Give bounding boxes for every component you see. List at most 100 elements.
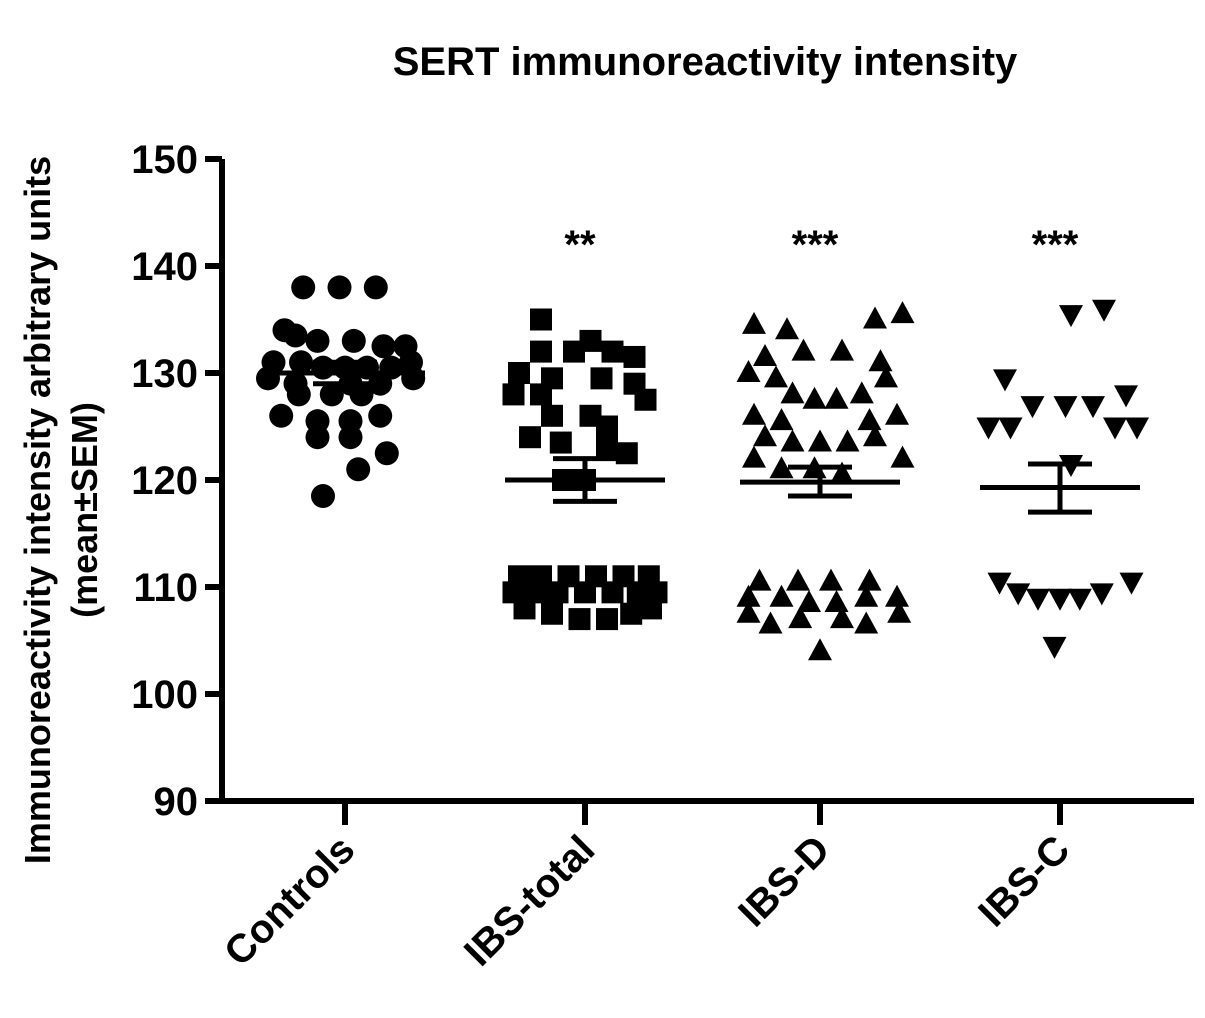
data-point (835, 429, 860, 452)
data-point (549, 431, 572, 454)
data-point (753, 424, 777, 447)
data-point (620, 602, 643, 625)
data-point (508, 362, 530, 384)
significance-label: *** (1032, 223, 1079, 267)
y-tick-label: 140 (131, 245, 198, 289)
data-point (601, 581, 624, 604)
data-point (502, 383, 525, 406)
data-point (830, 461, 854, 484)
y-axis-label-line1: Immunoreactivity intensity arbitrary uni… (17, 156, 58, 864)
data-point (579, 329, 602, 352)
data-point (890, 445, 915, 468)
data-point (1053, 396, 1078, 419)
data-point (885, 584, 909, 607)
data-point (775, 317, 799, 340)
data-point (1081, 396, 1105, 419)
data-point (742, 445, 766, 468)
data-point (769, 456, 794, 479)
data-point (976, 417, 1001, 440)
data-point (311, 355, 335, 380)
data-point (819, 568, 843, 591)
data-point (374, 441, 399, 466)
data-point (401, 366, 426, 391)
data-point (802, 386, 827, 409)
data-point (797, 590, 821, 613)
data-point (753, 343, 777, 366)
data-point (596, 415, 618, 438)
data-point (541, 602, 563, 625)
x-axis: Controls IBS-total IBS-D IBS-C (216, 801, 1078, 975)
data-point (519, 426, 541, 449)
data-point (998, 417, 1023, 440)
data-point (286, 382, 311, 407)
data-point (736, 584, 761, 607)
data-point (780, 381, 805, 404)
data-point (311, 484, 335, 509)
data-point (769, 408, 794, 431)
data-point (574, 581, 596, 604)
data-point (758, 611, 783, 634)
data-point (305, 425, 330, 450)
x-tick-label: Controls (216, 827, 363, 974)
data-point (1103, 417, 1127, 440)
data-point (601, 340, 624, 363)
data-point (363, 275, 388, 300)
data-point (993, 369, 1017, 392)
data-point (849, 381, 874, 404)
data-point (885, 402, 909, 425)
data-point (1067, 588, 1092, 611)
x-tick-label: IBS-total (456, 827, 603, 974)
data-point (857, 568, 882, 591)
y-tick-label: 110 (133, 566, 198, 610)
data-point (371, 334, 396, 359)
data-point (769, 584, 794, 607)
data-point (854, 584, 879, 607)
data-point (640, 597, 662, 620)
y-tick-label: 90 (154, 780, 199, 824)
data-point (830, 606, 854, 629)
data-point (1048, 588, 1072, 611)
y-tick-label: 150 (131, 138, 198, 182)
data-point (283, 323, 308, 348)
data-point (874, 365, 898, 388)
data-point (634, 388, 657, 411)
data-point (541, 404, 563, 427)
data-point (1042, 636, 1067, 659)
data-point (327, 275, 352, 300)
significance-label: ** (564, 223, 596, 267)
data-point (341, 328, 366, 353)
x-tick-label: IBS-C (970, 827, 1078, 935)
data-point (596, 436, 618, 459)
data-point (830, 338, 854, 361)
y-tick-label: 100 (131, 673, 198, 717)
data-point (857, 408, 882, 431)
data-point (742, 402, 766, 425)
data-point (736, 600, 761, 623)
data-point (780, 429, 805, 452)
data-point (530, 340, 552, 363)
data-point (615, 442, 638, 465)
data-point (863, 424, 887, 447)
data-point (808, 638, 832, 661)
data-point (568, 608, 591, 631)
data-point (747, 568, 772, 591)
y-tick-label: 120 (131, 459, 198, 503)
data-point (305, 328, 330, 353)
data-point (346, 457, 371, 482)
data-point (808, 429, 832, 452)
data-point (987, 572, 1012, 595)
data-point (764, 365, 788, 388)
data-point (788, 606, 813, 629)
data-point (1092, 299, 1116, 322)
data-point (291, 275, 316, 300)
data-point (854, 611, 879, 634)
data-point (786, 568, 810, 591)
data-point (513, 597, 536, 620)
data-point (590, 367, 613, 390)
data-point (791, 338, 816, 361)
data-point (890, 301, 915, 324)
data-point (887, 600, 912, 623)
data-point (546, 581, 569, 604)
data-point (530, 383, 552, 406)
data-point (349, 382, 374, 407)
